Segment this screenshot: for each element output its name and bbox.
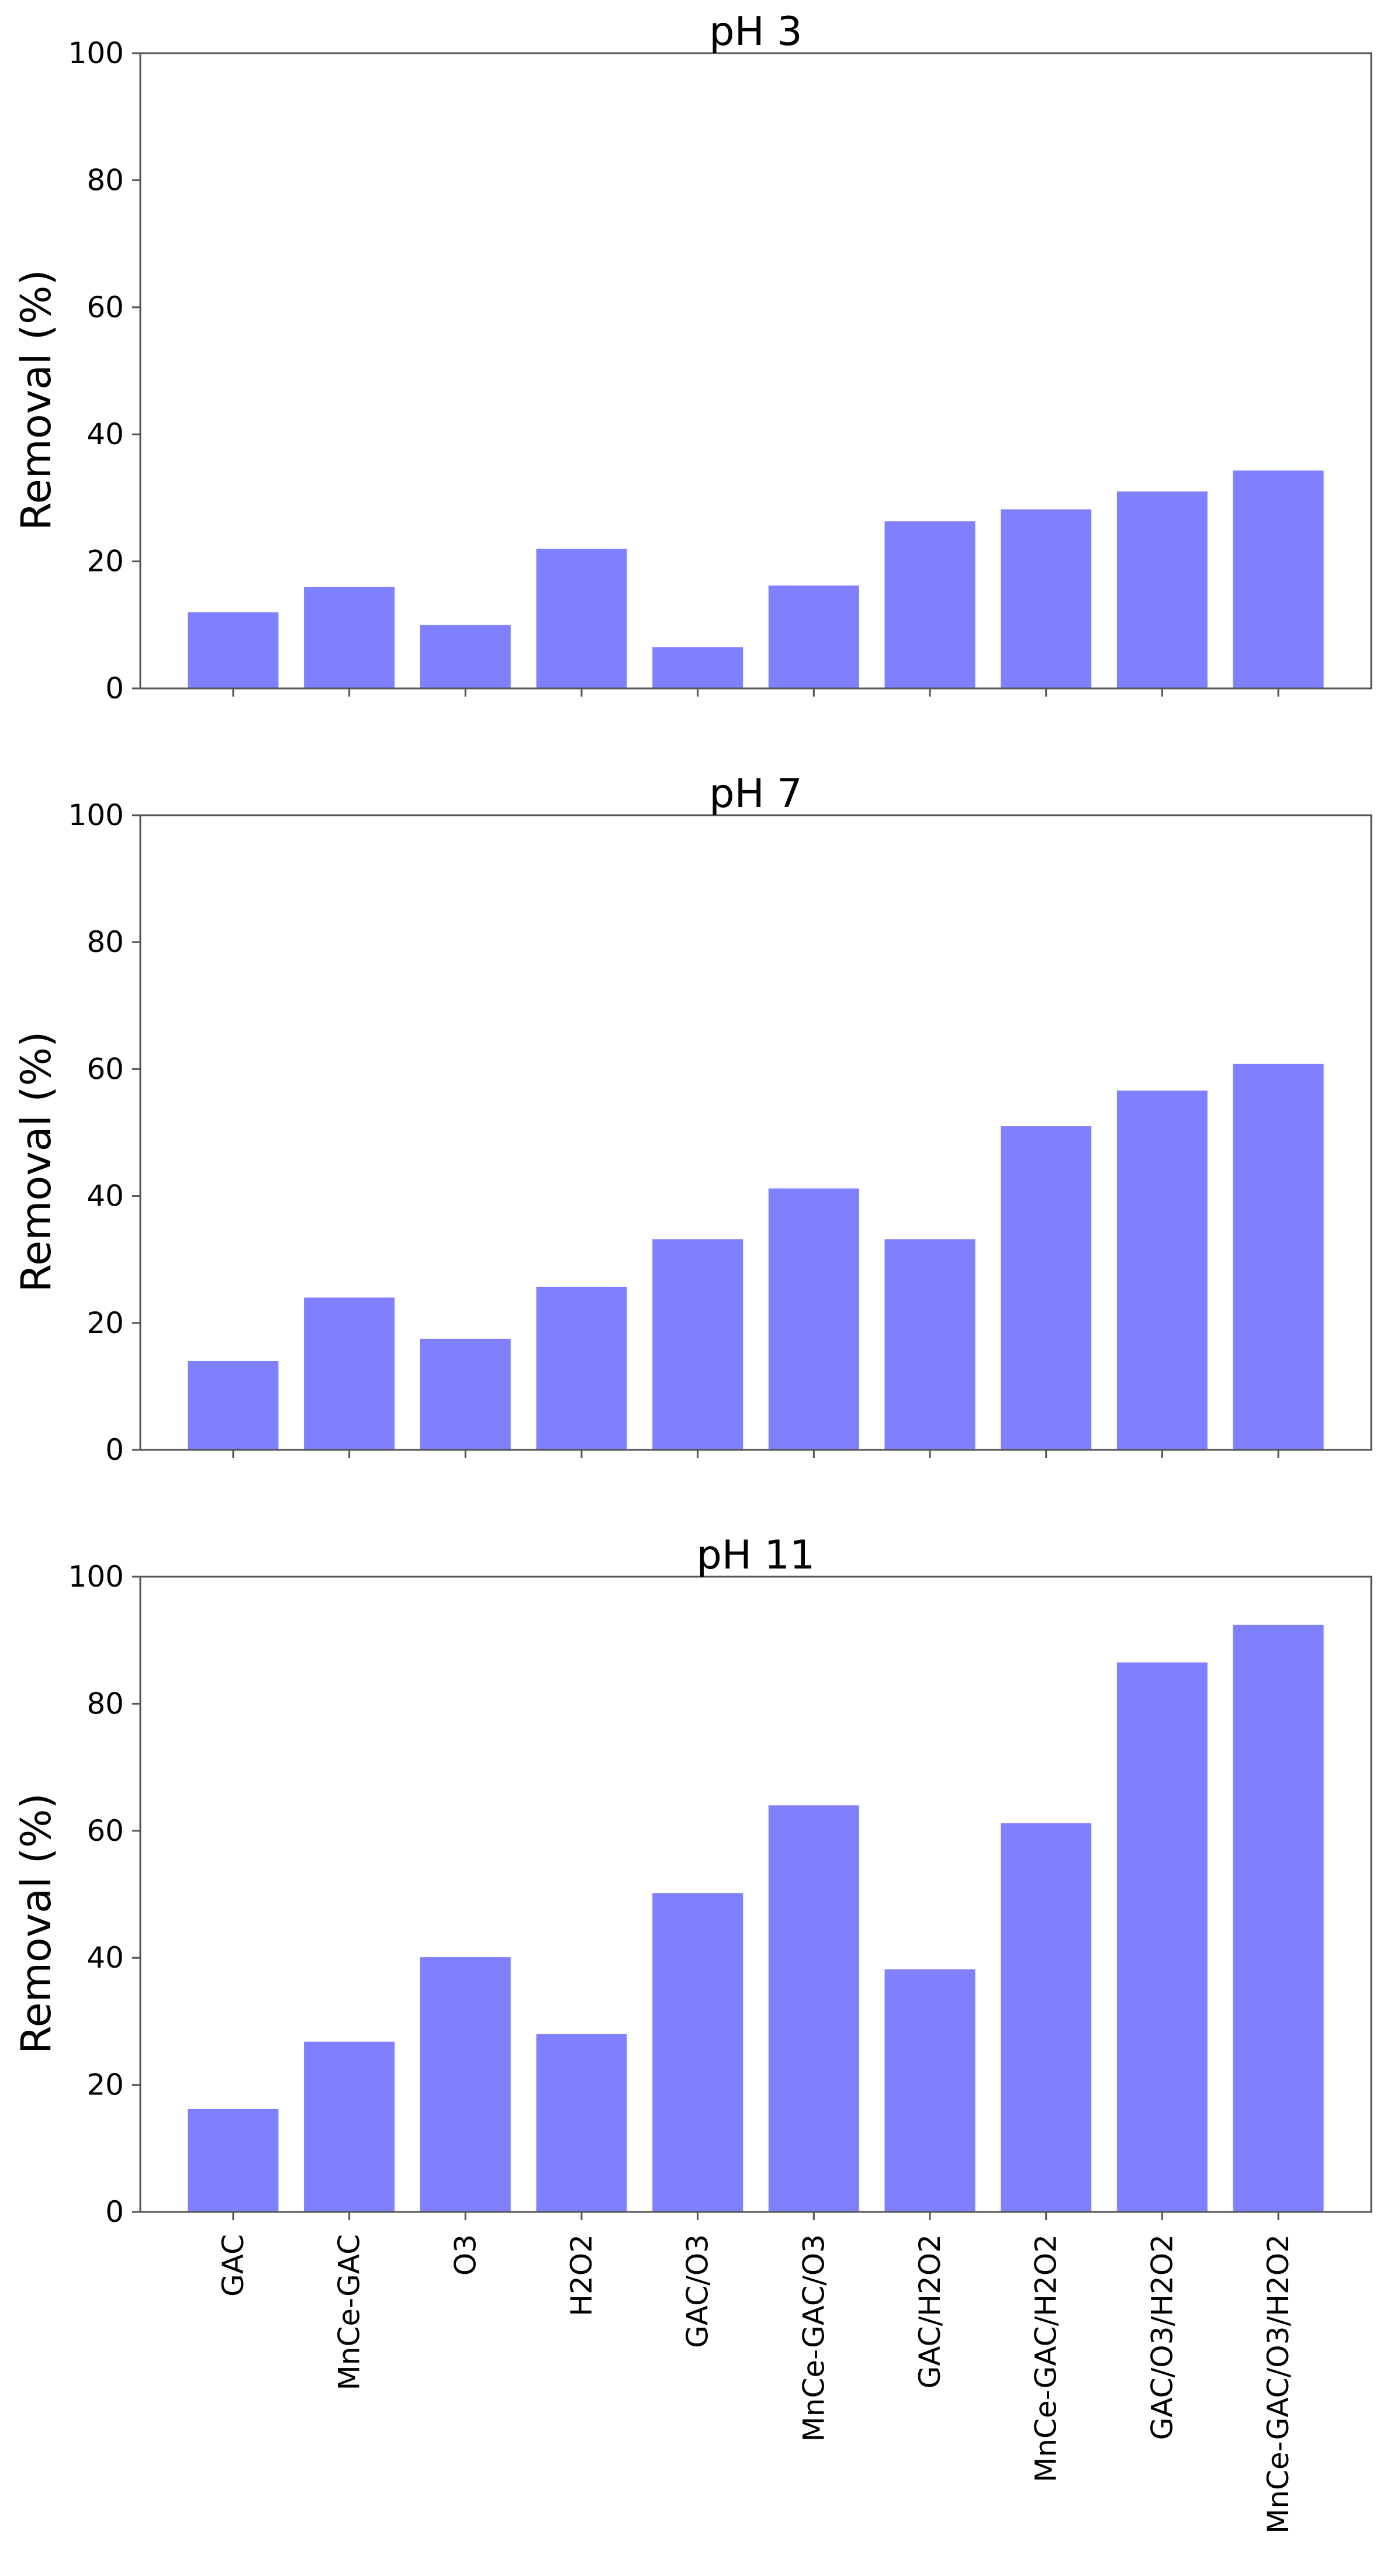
y-tick-label: 100 [68,36,124,70]
bar-gac [188,612,279,688]
y-tick-label: 0 [105,671,124,705]
x-tick-label: MnCe-GAC/O3 [797,2234,831,2442]
bar-h2o2 [536,2034,627,2212]
y-tick-label: 40 [87,1179,124,1213]
chart-title: pH 11 [697,1532,815,1578]
bar-gac [188,1361,279,1450]
x-tick-label: GAC/O3 [681,2234,715,2348]
y-tick-label: 0 [105,2195,124,2229]
bar-mnce-gac-h2o2 [1001,509,1092,688]
chart-title: pH 3 [709,9,802,55]
bar-mnce-gac-o3 [768,1805,859,2212]
x-tick-label: H2O2 [565,2234,599,2317]
chart-panel-2: 0 20 40 60 80 100 pH 7 Removal (%) [12,771,1372,1467]
bar-mnce-gac-h2o2 [1001,1823,1092,2212]
bar-mnce-gac-o3 [768,1188,859,1450]
plot-frame [139,52,1372,690]
x-tick-label: MnCe-GAC/O3/H2O2 [1261,2234,1295,2534]
y-tick-label: 20 [87,545,124,579]
bar-mnce-gac-o3-h2o2 [1233,1064,1324,1450]
bar-h2o2 [536,548,627,688]
bar-mnce-gac-h2o2 [1001,1126,1092,1450]
bar-gac-h2o2 [884,521,976,688]
bar-o3 [420,1338,511,1450]
y-tick-label: 60 [87,1814,124,1848]
bar-gac-o3 [652,1239,743,1450]
bar-gac-o3 [652,647,743,688]
bar-mnce-gac [304,2041,395,2212]
bar-mnce-gac [304,1297,395,1450]
y-tick-label: 100 [68,1560,124,1594]
bar-gac-o3-h2o2 [1116,1662,1208,2212]
bar-h2o2 [536,1286,627,1450]
y-tick-label: 40 [87,417,124,451]
y-axis-label: Removal (%) [12,1793,60,2054]
chart-panel-3: 0 20 40 60 80 100 GAC MnCe-GAC O3 H2O2 GAC/O3 MnCe-… [12,1532,1372,2534]
chart-title: pH 7 [709,771,802,817]
y-tick-label: 20 [87,2068,124,2102]
bar-mnce-gac [304,587,395,688]
y-tick-label: 0 [105,1433,124,1467]
bar-mnce-gac-o3 [768,585,859,688]
bar-gac-o3-h2o2 [1116,491,1208,688]
y-tick-label: 80 [87,1687,124,1720]
x-tick-label: GAC/O3/H2O2 [1145,2234,1179,2440]
y-tick-label: 80 [87,925,124,959]
y-tick-label: 20 [87,1306,124,1340]
bar-gac-o3 [652,1893,743,2212]
y-tick-label: 100 [68,798,124,832]
x-tick-label: O3 [448,2234,482,2276]
y-tick-label: 60 [87,290,124,324]
bar-gac-h2o2 [884,1239,976,1450]
bar-mnce-gac-o3-h2o2 [1233,1625,1324,2212]
y-axis-label: Removal (%) [12,269,60,531]
x-tick-label: GAC [216,2234,250,2297]
bar-o3 [420,625,511,688]
plot-frame [139,814,1372,1451]
plot-frame [139,1576,1372,2213]
bar-mnce-gac-o3-h2o2 [1233,470,1324,688]
y-axis-label: Removal (%) [12,1031,60,1293]
x-tick-label: MnCe-GAC/H2O2 [1029,2234,1063,2482]
x-tick-label: MnCe-GAC [333,2234,366,2390]
bar-o3 [420,1957,511,2212]
y-tick-label: 60 [87,1052,124,1086]
y-tick-label: 40 [87,1941,124,1975]
bar-gac-h2o2 [884,1969,976,2212]
x-tick-label: GAC/H2O2 [913,2234,947,2388]
chart-panel-1: 0 20 40 60 80 100 pH 3 Removal (%) [12,9,1372,705]
bar-gac [188,2108,279,2212]
y-tick-label: 80 [87,163,124,197]
bar-gac-o3-h2o2 [1116,1090,1208,1450]
